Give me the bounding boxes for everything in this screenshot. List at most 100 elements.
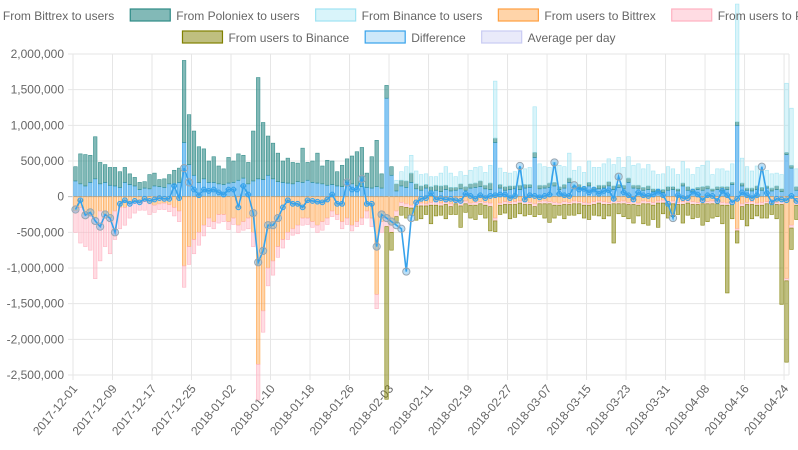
bar-from-users-to-poloniex <box>83 214 88 247</box>
bar-from-poloniex-to-users <box>182 60 187 143</box>
difference-point <box>289 200 296 207</box>
y-tick-label: -2,000,000 <box>7 332 65 346</box>
bar-from-users-to-poloniex <box>419 202 424 207</box>
bar-from-users-to-poloniex <box>636 202 641 206</box>
bar-from-bittrex-to-users <box>399 185 404 197</box>
difference-point <box>161 195 168 202</box>
bar-from-binance-to-users <box>616 157 621 185</box>
bar-from-poloniex-to-users <box>537 184 542 190</box>
bar-from-binance-to-users <box>399 171 404 181</box>
bar-from-binance-to-users <box>665 166 671 187</box>
difference-point <box>357 174 366 183</box>
bar-from-users-to-binance <box>749 204 755 220</box>
difference-point <box>734 195 741 202</box>
y-tick-label: 1,000,000 <box>11 118 65 132</box>
bar-from-users-to-poloniex <box>507 202 513 205</box>
legend-swatch-from-users-to-poloniex[interactable] <box>671 8 713 22</box>
bar-from-users-to-binance <box>399 206 404 216</box>
bar-from-users-to-binance <box>478 203 483 215</box>
bar-from-binance-to-users <box>409 154 414 174</box>
legend-label-difference[interactable]: Difference <box>411 31 466 45</box>
bar-from-users-to-bittrex <box>493 196 498 219</box>
bar-from-binance-to-users <box>423 173 429 185</box>
bar-from-poloniex-to-users <box>117 171 122 188</box>
difference-point <box>674 192 681 199</box>
bar-from-users-to-poloniex <box>690 201 695 205</box>
legend-label-from-users-to-binance[interactable]: From users to Binance <box>228 31 349 45</box>
legend-label-from-poloniex-to-users[interactable]: From Poloniex to users <box>176 9 299 23</box>
bar-from-users-to-binance <box>651 204 656 220</box>
bar-from-binance-to-users <box>670 168 676 187</box>
y-tick-label: 500,000 <box>21 154 65 168</box>
legend-label-from-bittrex-to-users[interactable]: From Bittrex to users <box>3 9 114 23</box>
bar-from-poloniex-to-users <box>399 179 404 187</box>
bar-from-poloniex-to-users <box>685 186 690 191</box>
difference-point <box>126 200 133 207</box>
bar-from-bittrex-to-users <box>631 187 636 197</box>
difference-point <box>437 195 444 201</box>
bar-from-poloniex-to-users <box>419 185 424 191</box>
bar-from-users-to-binance <box>769 203 774 215</box>
bar-from-users-to-binance <box>656 202 661 228</box>
bar-from-bittrex-to-users <box>157 186 162 197</box>
bar-from-users-to-bittrex <box>596 196 601 202</box>
bar-from-users-to-poloniex <box>147 203 152 215</box>
legend-swatch-from-poloniex-to-users[interactable] <box>129 8 171 22</box>
bar-from-binance-to-users <box>725 170 730 187</box>
difference-point <box>581 185 587 192</box>
bar-from-users-to-poloniex <box>493 217 498 222</box>
bar-from-binance-to-users <box>498 167 503 185</box>
legend-swatch-difference[interactable] <box>364 30 406 44</box>
bar-from-users-to-poloniex <box>705 201 710 205</box>
bar-from-bittrex-to-users <box>453 189 458 197</box>
bar-from-poloniex-to-users <box>670 186 676 190</box>
difference-point <box>668 213 678 223</box>
bar-from-poloniex-to-users <box>330 160 335 185</box>
bar-from-users-to-bittrex <box>182 196 187 267</box>
bar-from-bittrex-to-users <box>162 187 167 197</box>
bar-from-binance-to-users <box>428 176 434 187</box>
bar-from-users-to-poloniex <box>300 217 305 226</box>
bar-from-bittrex-to-users <box>137 189 142 197</box>
bar-from-poloniex-to-users <box>458 183 463 190</box>
bar-from-users-to-poloniex <box>270 260 276 276</box>
bar-from-bittrex-to-users <box>83 185 88 197</box>
bar-from-bittrex-to-users <box>290 183 295 197</box>
legend-label-from-users-to-bittrex[interactable]: From users to Bittrex <box>544 9 655 23</box>
difference-point <box>719 188 726 194</box>
bar-from-users-to-binance <box>764 203 769 219</box>
bar-from-users-to-poloniex <box>423 203 429 207</box>
legend-label-average-per-day[interactable]: Average per day <box>528 31 616 45</box>
legend-swatch-from-binance-to-users[interactable] <box>315 8 357 22</box>
bar-from-users-to-binance <box>626 204 631 220</box>
legend-swatch-from-users-to-binance[interactable] <box>181 30 224 44</box>
bar-from-bittrex-to-users <box>379 187 384 197</box>
bar-from-bittrex-to-users <box>384 97 389 197</box>
bar-from-bittrex-to-users <box>112 185 118 197</box>
difference-point <box>694 191 701 198</box>
bar-from-binance-to-users <box>636 163 641 186</box>
bar-from-bittrex-to-users <box>280 182 285 197</box>
bar-from-bittrex-to-users <box>419 189 424 197</box>
difference-point <box>665 200 671 207</box>
difference-point <box>418 195 425 202</box>
bar-from-users-to-binance <box>616 203 621 215</box>
difference-point <box>689 188 696 195</box>
legend-label-from-binance-to-users[interactable]: From Binance to users <box>362 9 483 23</box>
difference-point <box>699 197 706 204</box>
bar-from-poloniex-to-users <box>794 186 798 191</box>
bar-from-poloniex-to-users <box>404 180 409 188</box>
bar-from-binance-to-users <box>453 176 458 188</box>
bar-from-poloniex-to-users <box>502 186 508 191</box>
bar-from-users-to-poloniex <box>468 202 473 206</box>
bar-from-poloniex-to-users <box>661 189 666 193</box>
legend-swatch-average-per-day[interactable] <box>481 30 523 44</box>
bar-from-bittrex-to-users <box>443 189 448 197</box>
bar-from-poloniex-to-users <box>206 160 211 183</box>
bar-from-poloniex-to-users <box>695 187 700 190</box>
legend-label-from-users-to-poloniex[interactable]: From users to Poloniex <box>718 9 798 23</box>
difference-point <box>210 186 217 193</box>
bar-from-poloniex-to-users <box>468 183 473 189</box>
difference-point <box>402 267 411 276</box>
legend-swatch-from-users-to-bittrex[interactable] <box>497 8 539 22</box>
